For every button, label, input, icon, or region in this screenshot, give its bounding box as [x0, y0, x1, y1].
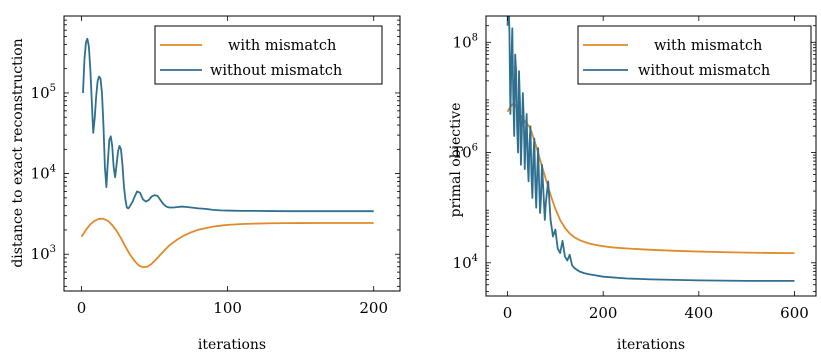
left-x-axis-label: iterations — [198, 337, 266, 353]
left-ticks: 0 100 200 103 104 105 — [31, 15, 400, 317]
left-y-tick-label: 103 — [31, 244, 56, 263]
left-series-with-mismatch — [80, 217, 374, 269]
right-x-axis-label: iterations — [617, 337, 685, 353]
left-x-tick-label: 200 — [359, 299, 388, 317]
left-legend: with mismatch without mismatch — [154, 25, 383, 85]
right-y-tick-label: 106 — [453, 143, 478, 162]
left-x-tick-label: 0 — [77, 299, 87, 317]
right-x-tick-label: 200 — [589, 304, 618, 322]
right-chart-panel: 0 200 400 600 104 106 108 iterations primal ob… — [448, 15, 817, 353]
right-legend-label-with-mismatch: with mismatch — [654, 38, 762, 54]
right-x-tick-label: 0 — [503, 304, 513, 322]
right-x-tick-label: 600 — [780, 304, 809, 322]
left-legend-label-with-mismatch: with mismatch — [228, 38, 336, 54]
right-y-tick-label: 104 — [453, 253, 478, 272]
left-axes-frame — [63, 15, 401, 292]
right-legend-label-without-mismatch: without mismatch — [638, 63, 770, 79]
right-axes-frame — [485, 15, 817, 297]
left-y-axis-label: distance to exact reconstruction — [10, 38, 26, 267]
right-series-without-mismatch — [506, 16, 795, 282]
right-y-axis-label: primal objective — [448, 103, 464, 218]
left-x-tick-label: 100 — [213, 299, 242, 317]
left-y-tick-label: 104 — [31, 164, 56, 183]
right-legend: with mismatch without mismatch — [577, 25, 812, 85]
right-legend-box — [577, 25, 812, 85]
left-y-tick-label: 105 — [31, 83, 56, 102]
left-plot-area — [80, 37, 374, 269]
left-legend-box — [154, 25, 383, 85]
right-x-tick-label: 400 — [685, 304, 714, 322]
right-y-tick-label: 108 — [453, 32, 478, 51]
left-chart-panel: 0 100 200 103 104 105 iterations distance to … — [10, 15, 401, 353]
right-plot-area — [506, 16, 795, 282]
left-legend-label-without-mismatch: without mismatch — [210, 63, 342, 79]
right-series-with-mismatch — [506, 103, 795, 254]
left-series-without-mismatch — [82, 37, 374, 213]
